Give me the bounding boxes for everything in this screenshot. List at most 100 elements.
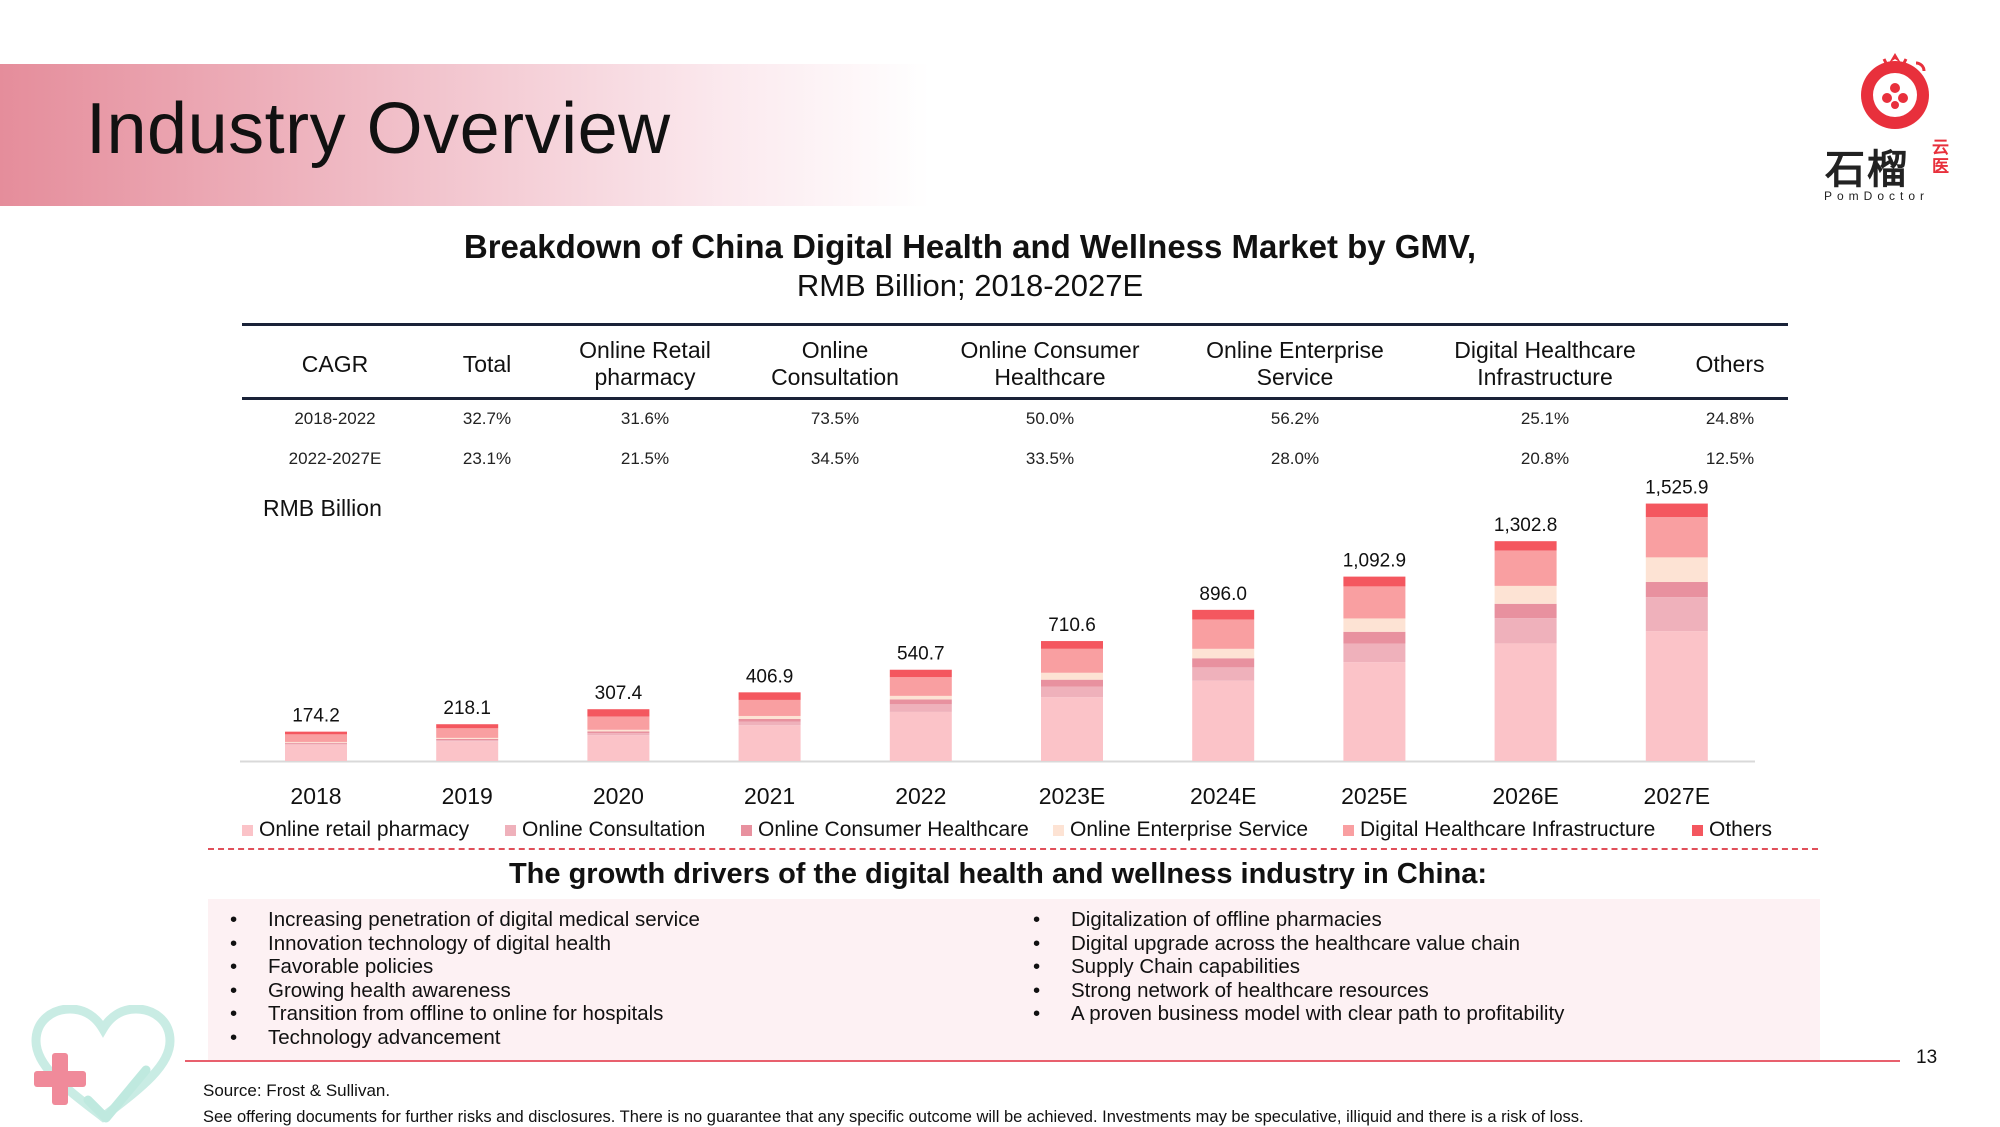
legend-label: Online Consumer Healthcare bbox=[758, 818, 1029, 841]
bar-segment bbox=[738, 699, 801, 716]
legend-label: Others bbox=[1709, 818, 1773, 841]
bar-segment bbox=[285, 744, 347, 761]
pomdoctor-logo: 石榴 云医 PomDoctor bbox=[1820, 45, 1970, 215]
drivers-list-right: Digitalization of offline pharmaciesDigi… bbox=[1033, 908, 1564, 1026]
stacked-bar-chart: 174.2 2018 218.1 2019 307.4 2020 406.9 2021 540.… bbox=[240, 478, 1755, 809]
source-note: Source: Frost & Sullivan. bbox=[203, 1081, 391, 1100]
bar-segment bbox=[1041, 641, 1103, 649]
bar-segment bbox=[1192, 680, 1255, 761]
bar-segment bbox=[1645, 597, 1708, 632]
bar-segment bbox=[1343, 643, 1406, 663]
bar-segment bbox=[436, 740, 499, 742]
chart-title: Breakdown of China Digital Health and We… bbox=[463, 228, 1477, 265]
bar-segment bbox=[1645, 582, 1708, 598]
legend-item: Others bbox=[1692, 818, 1772, 842]
cagr-header-cagr: CAGR bbox=[301, 350, 369, 377]
driver-item: A proven business model with clear path … bbox=[1033, 1002, 1564, 1026]
legend-item: Digital Healthcare Infrastructure bbox=[1343, 818, 1655, 842]
bar-segment bbox=[587, 716, 650, 730]
bar-segment bbox=[1494, 618, 1557, 644]
driver-item: Innovation technology of digital health bbox=[230, 932, 700, 956]
cagr-table-top-rule bbox=[242, 323, 1788, 326]
total-data-label: 896.0 bbox=[1199, 584, 1247, 605]
x-tick-label: 2023E bbox=[1039, 783, 1106, 809]
legend-item: Online Enterprise Service bbox=[1053, 818, 1308, 842]
legend-label: Online retail pharmacy bbox=[259, 818, 470, 841]
cagr-cell: 23.1% bbox=[462, 449, 512, 468]
cagr-cell: 33.5% bbox=[1025, 449, 1075, 468]
bar-segment bbox=[738, 718, 801, 722]
bar-segment bbox=[1645, 631, 1708, 761]
bar-segment bbox=[436, 724, 499, 729]
bar-segment bbox=[1343, 631, 1406, 644]
bar-segment bbox=[1494, 541, 1557, 551]
legend-item: Online retail pharmacy bbox=[242, 818, 469, 842]
bar-segment bbox=[738, 725, 801, 761]
bar-segment bbox=[1041, 697, 1103, 761]
bar-segment bbox=[285, 734, 347, 742]
x-tick-label: 2019 bbox=[442, 783, 493, 809]
bar-segment bbox=[1343, 662, 1406, 761]
disclaimer-note: See offering documents for further risks… bbox=[203, 1108, 1584, 1126]
bar-segment bbox=[285, 731, 347, 735]
bar-segment bbox=[889, 669, 952, 678]
bar-segment bbox=[1343, 586, 1406, 619]
driver-item: Favorable policies bbox=[230, 955, 700, 979]
cagr-cell: 56.2% bbox=[1270, 409, 1320, 428]
cagr-header-others: Others bbox=[1695, 350, 1765, 377]
driver-item: Digitalization of offline pharmacies bbox=[1033, 908, 1564, 932]
bar-segment bbox=[1041, 648, 1103, 673]
cagr-cell: 21.5% bbox=[620, 449, 670, 468]
bar-segment bbox=[1041, 679, 1103, 687]
legend-swatch bbox=[1343, 824, 1354, 836]
bar-segment bbox=[285, 743, 347, 745]
total-data-label: 540.7 bbox=[897, 644, 945, 665]
total-data-label: 710.6 bbox=[1048, 615, 1096, 636]
page-title: Industry Overview bbox=[86, 89, 671, 169]
cagr-table-header-rule bbox=[242, 397, 1788, 400]
driver-item: Strong network of healthcare resources bbox=[1033, 979, 1564, 1003]
x-tick-label: 2022 bbox=[895, 783, 946, 809]
bar-segment bbox=[587, 709, 650, 717]
x-tick-label: 2020 bbox=[593, 783, 644, 809]
cagr-cell: 24.8% bbox=[1705, 409, 1755, 428]
bar-segment bbox=[587, 729, 650, 732]
legend-swatch bbox=[1053, 824, 1064, 836]
bar-segment bbox=[1343, 618, 1406, 632]
x-tick-label: 2024E bbox=[1190, 783, 1257, 809]
logo-en-text: PomDoctor bbox=[1824, 189, 1930, 203]
driver-item: Transition from offline to online for ho… bbox=[230, 1002, 700, 1026]
page-number: 13 bbox=[1916, 1047, 1938, 1068]
bar-segment bbox=[587, 733, 650, 736]
total-data-label: 218.1 bbox=[443, 698, 491, 719]
cagr-cell: 25.1% bbox=[1520, 409, 1570, 428]
cagr-cell: 50.0% bbox=[1025, 409, 1075, 428]
bar-segment bbox=[285, 741, 347, 743]
cagr-cell: 12.5% bbox=[1705, 449, 1755, 468]
driver-item: Supply Chain capabilities bbox=[1033, 955, 1564, 979]
total-data-label: 307.4 bbox=[595, 683, 643, 704]
bar-segment bbox=[889, 695, 952, 700]
x-tick-label: 2025E bbox=[1341, 783, 1408, 809]
bar-segment bbox=[587, 735, 650, 761]
legend-swatch bbox=[505, 824, 516, 836]
bar-segment bbox=[1645, 557, 1708, 583]
bar-segment bbox=[1041, 686, 1103, 698]
bar-segment bbox=[1494, 550, 1557, 586]
total-data-label: 406.9 bbox=[746, 666, 794, 687]
bar-segment bbox=[1645, 517, 1708, 558]
cagr-header-online-consumer-healthcare: Online Consumer Healthcare bbox=[960, 337, 1140, 390]
total-data-label: 1,525.9 bbox=[1645, 478, 1708, 499]
cagr-cell: 32.7% bbox=[462, 409, 512, 428]
chart-subtitle: RMB Billion; 2018-2027E bbox=[796, 268, 1144, 303]
bar-segment bbox=[1494, 585, 1557, 604]
dashed-divider bbox=[208, 848, 1818, 850]
logo-cn-small-text: 云医 bbox=[1932, 138, 1949, 177]
legend-label: Online Enterprise Service bbox=[1070, 818, 1309, 841]
cagr-cell: 2022-2027E bbox=[288, 449, 382, 468]
bar-segment bbox=[436, 728, 499, 738]
cagr-cell: 31.6% bbox=[620, 409, 670, 428]
cagr-cell: 73.5% bbox=[810, 409, 860, 428]
driver-item: Increasing penetration of digital medica… bbox=[230, 908, 700, 932]
cagr-cell: 34.5% bbox=[810, 449, 860, 468]
